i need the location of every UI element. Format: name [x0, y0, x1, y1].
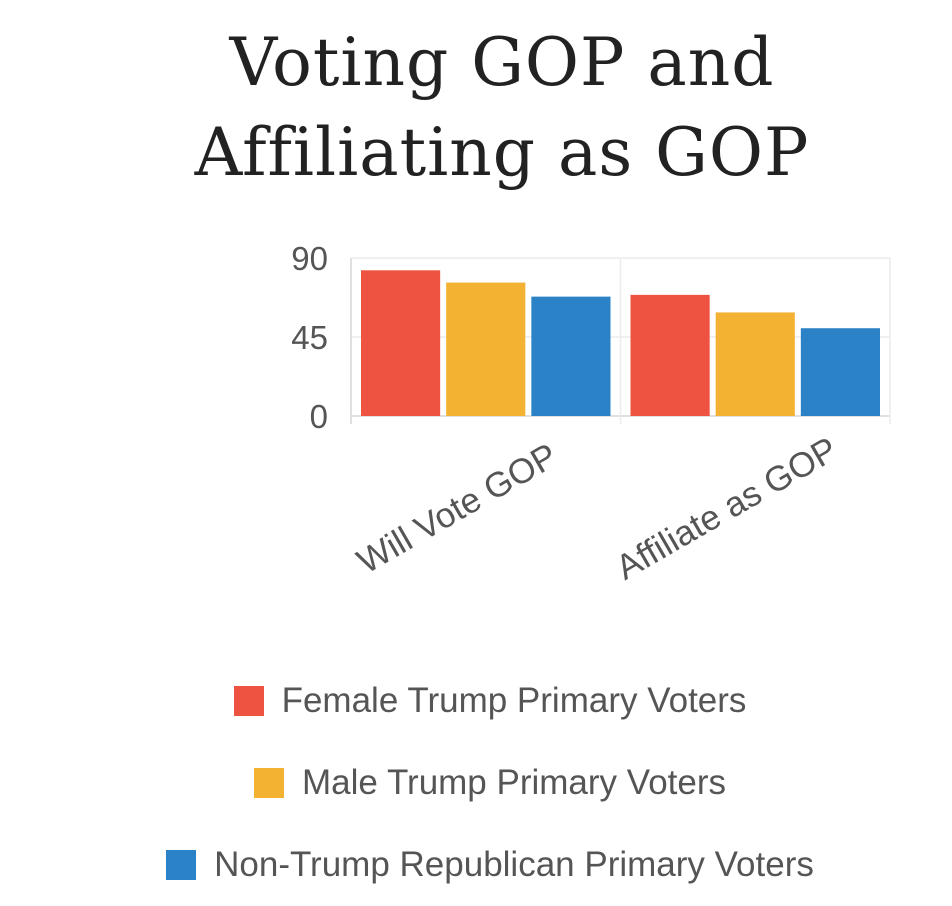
chart-title-line-2: Affiliating as GOP	[194, 114, 810, 191]
chart-title-line-1: Voting GOP and	[229, 24, 775, 101]
y-tick-label: 0	[310, 398, 328, 435]
legend-label-female: Female Trump Primary Voters	[281, 681, 747, 720]
bar	[800, 328, 880, 416]
y-tick-label: 45	[291, 319, 328, 356]
legend-item-male[interactable]: Male Trump Primary Voters	[0, 742, 952, 824]
legend-label-male: Male Trump Primary Voters	[302, 763, 726, 802]
bar-chart: 0 45 90 Will Vote GOP Affiliate as GOP	[291, 240, 891, 588]
chart-title: Voting GOP and Affiliating as GOP	[0, 18, 952, 198]
y-tick-label: 90	[291, 240, 328, 277]
legend-swatch-female	[233, 686, 264, 716]
bar	[361, 270, 441, 416]
x-tick-label: Affiliate as GOP	[609, 430, 844, 588]
bar	[630, 294, 710, 416]
x-tick-label: Will Vote GOP	[351, 436, 564, 582]
chart-legend: Female Trump Primary Voters Male Trump P…	[0, 660, 952, 906]
legend-swatch-male	[254, 768, 284, 798]
bar	[531, 296, 611, 416]
legend-label-non-trump: Non-Trump Republican Primary Voters	[214, 845, 814, 884]
bar	[715, 312, 795, 416]
legend-item-non-trump[interactable]: Non-Trump Republican Primary Voters	[0, 824, 952, 906]
bar	[446, 282, 526, 416]
legend-swatch-non-trump	[166, 850, 197, 880]
legend-item-female[interactable]: Female Trump Primary Voters	[0, 660, 952, 742]
